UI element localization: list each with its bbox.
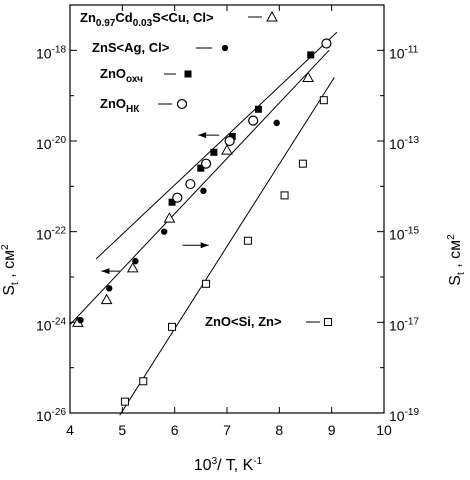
legend-marker bbox=[324, 318, 332, 326]
fit-lines bbox=[69, 31, 338, 416]
data-markers bbox=[72, 38, 332, 406]
legend-label: ZnO<Si, Zn> bbox=[205, 314, 282, 329]
data-point-series-1 bbox=[106, 285, 113, 292]
data-point-series-3 bbox=[248, 115, 259, 126]
legend-marker bbox=[266, 10, 278, 22]
data-point-series-1 bbox=[200, 187, 207, 195]
legend-marker bbox=[221, 44, 229, 52]
y-right-tick-label: 10-15 bbox=[389, 226, 419, 243]
legend: Zn0.97Cd0.03S<Cu, Cl> ZnS<Ag, Cl> ZnOохч Zn… bbox=[80, 10, 332, 329]
data-point-series-1 bbox=[161, 228, 168, 235]
y-right-tick-label: 10-19 bbox=[389, 407, 419, 424]
y-right-tick-label: 10-17 bbox=[389, 316, 419, 333]
data-point-series-0 bbox=[302, 71, 314, 83]
y-left-tick-label: 10-24 bbox=[36, 316, 66, 333]
data-point-series-0 bbox=[221, 144, 233, 155]
data-point-series-3 bbox=[200, 158, 212, 169]
y-right-tick-label: 10-13 bbox=[389, 135, 419, 152]
data-point-series-2 bbox=[254, 105, 262, 113]
x-tick-label: 8 bbox=[275, 422, 283, 438]
data-point-series-2 bbox=[168, 198, 176, 206]
legend-label: ZnOНК bbox=[100, 96, 140, 115]
fit-line bbox=[95, 31, 338, 260]
y-left-tick-label: 10-22 bbox=[36, 226, 66, 243]
legend-label: Zn0.97Cd0.03S<Cu, Cl> bbox=[80, 10, 214, 29]
legend-label: ZnOохч bbox=[100, 66, 143, 85]
fit-line bbox=[69, 49, 330, 325]
data-point-series-2 bbox=[307, 51, 315, 59]
x-tick-label: 6 bbox=[171, 422, 179, 438]
ticks-layer: 4 5 6 7 8 9 10 10-18 10-20 10-22 10-24 10-26 10-11 10… bbox=[36, 5, 419, 438]
y-left-tick-label: 10-18 bbox=[36, 44, 66, 61]
y-right-axis-label: St , см2 bbox=[446, 234, 467, 286]
axis-arrow-head bbox=[198, 132, 207, 139]
data-point-series-3 bbox=[224, 135, 235, 147]
x-axis-label: 103/ T, K-1 bbox=[194, 456, 263, 474]
data-point-series-4 bbox=[120, 397, 129, 406]
x-tick-label: 9 bbox=[328, 422, 336, 438]
data-point-series-4 bbox=[139, 377, 148, 386]
data-point-series-0 bbox=[126, 261, 139, 273]
data-point-series-4 bbox=[298, 159, 307, 168]
annotation-arrows bbox=[101, 132, 220, 275]
data-point-series-3 bbox=[172, 192, 183, 203]
data-point-series-4 bbox=[168, 322, 177, 331]
x-tick-label: 7 bbox=[223, 422, 231, 438]
data-point-series-2 bbox=[197, 164, 205, 172]
y-left-tick-label: 10-20 bbox=[36, 135, 66, 152]
data-point-series-4 bbox=[243, 236, 252, 245]
legend-label: ZnS<Ag, Cl> bbox=[92, 40, 170, 55]
data-point-series-1 bbox=[77, 316, 84, 324]
data-point-series-1 bbox=[132, 257, 139, 265]
y-left-axis-label: St , см2 bbox=[0, 244, 21, 296]
data-point-series-0 bbox=[163, 212, 176, 223]
fit-line bbox=[119, 77, 335, 416]
x-tick-label: 4 bbox=[66, 422, 74, 438]
x-tick-label: 10 bbox=[376, 422, 392, 438]
y-right-tick-label: 10-11 bbox=[389, 44, 419, 61]
data-point-series-0 bbox=[100, 293, 113, 305]
legend-marker bbox=[176, 98, 188, 110]
data-point-series-1 bbox=[273, 119, 280, 127]
data-point-series-3 bbox=[185, 178, 196, 190]
data-point-series-4 bbox=[319, 96, 328, 105]
axis-arrow-head bbox=[200, 242, 209, 249]
y-left-tick-label: 10-26 bbox=[36, 407, 66, 424]
axis-arrow-head bbox=[101, 268, 110, 275]
data-point-series-4 bbox=[202, 279, 211, 288]
axis-labels: 103/ T, K-1 St , см2 St , см2 bbox=[0, 234, 467, 474]
legend-marker bbox=[184, 70, 192, 78]
data-point-series-2 bbox=[228, 132, 236, 140]
data-point-series-3 bbox=[321, 38, 332, 49]
data-point-series-4 bbox=[280, 191, 289, 200]
x-tick-label: 5 bbox=[118, 422, 126, 438]
data-point-series-2 bbox=[210, 148, 218, 156]
